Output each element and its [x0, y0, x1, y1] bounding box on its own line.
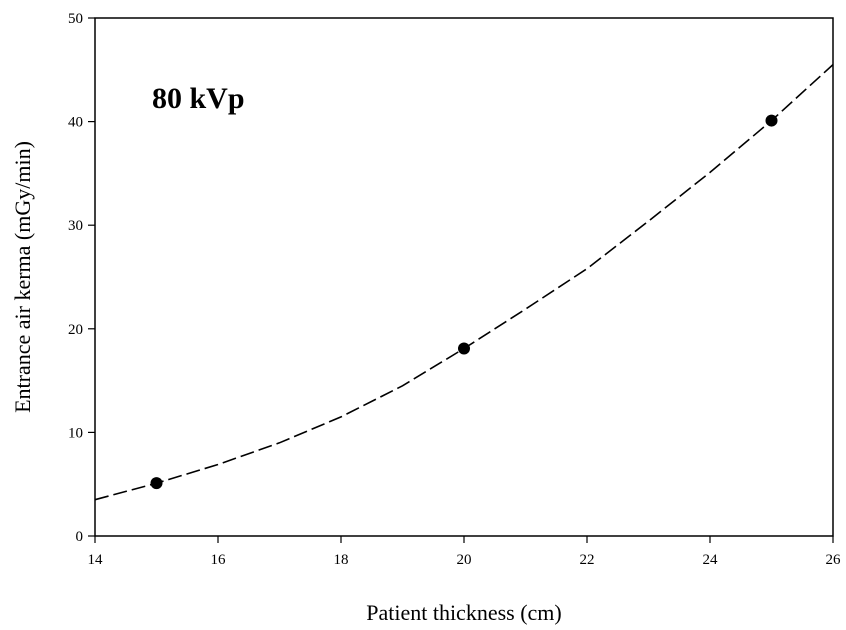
y-tick-label: 40: [68, 115, 83, 131]
x-tick-label: 20: [457, 552, 472, 568]
x-tick-label: 18: [334, 552, 349, 568]
x-axis: 14 16 18 20 22 24 26: [88, 536, 842, 568]
data-points: [150, 114, 778, 490]
x-tick-label: 26: [826, 552, 842, 568]
y-tick-label: 50: [68, 11, 83, 27]
y-axis-title: Entrance air kerma (mGy/min): [10, 141, 35, 413]
x-tick-label: 24: [703, 552, 719, 568]
data-point: [458, 342, 470, 355]
data-point: [765, 114, 778, 127]
kvp-annotation: 80 kVp: [152, 82, 245, 115]
x-tick-label: 14: [88, 552, 104, 568]
y-tick-label: 20: [68, 322, 83, 338]
y-tick-label: 30: [68, 218, 83, 234]
fit-curve: [94, 64, 834, 501]
y-tick-label: 10: [68, 425, 83, 441]
x-axis-title: Patient thickness (cm): [366, 600, 562, 625]
data-point: [150, 477, 163, 490]
y-axis: 0 10 20 30 40 50: [68, 11, 95, 545]
x-tick-label: 16: [211, 552, 227, 568]
y-tick-label: 0: [76, 529, 84, 545]
x-tick-label: 22: [580, 552, 595, 568]
